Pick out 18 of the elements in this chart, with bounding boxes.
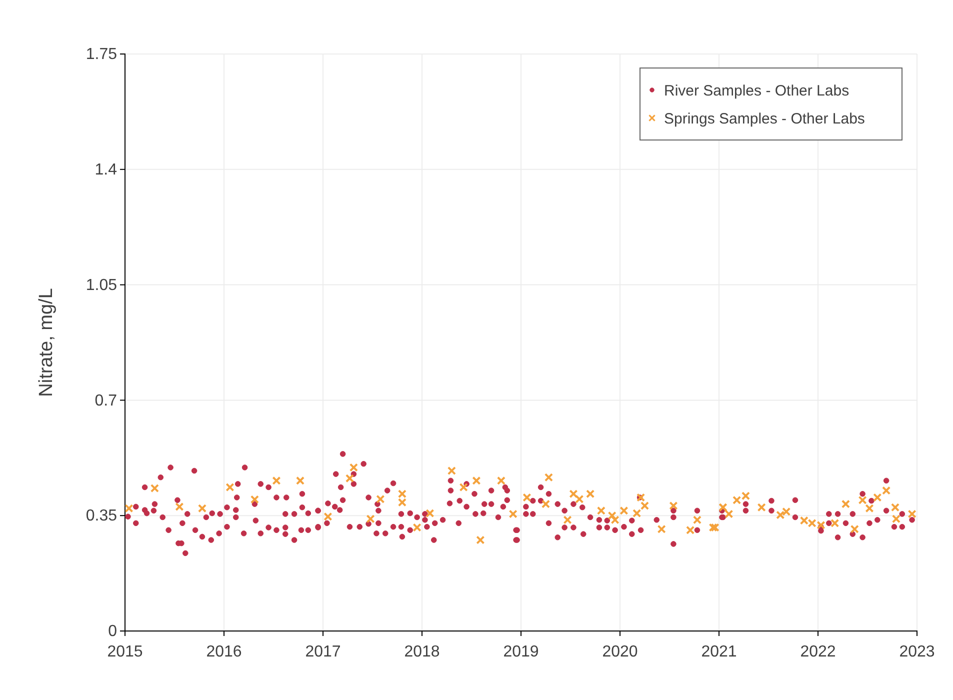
x-tick-label: 2016 xyxy=(206,644,242,661)
y-tick-label: 1.4 xyxy=(94,162,118,179)
x-tick-label: 2021 xyxy=(701,644,737,661)
x-tick-label: 2020 xyxy=(602,644,638,661)
x-tick-label: 2017 xyxy=(305,644,341,661)
x-tick-label: 2015 xyxy=(107,644,143,661)
y-axis-title: Nitrate, mg/L xyxy=(36,288,57,397)
x-tick-label: 2022 xyxy=(800,644,836,661)
legend-label: Springs Samples - Other Labs xyxy=(664,110,865,128)
y-tick-label: 0.7 xyxy=(94,392,118,410)
y-tick-label: 0.35 xyxy=(86,508,118,525)
x-tick-label: 2019 xyxy=(503,644,539,661)
legend-label: River Samples - Other Labs xyxy=(664,82,850,100)
x-tick-label: 2018 xyxy=(404,644,440,661)
y-tick-label: 0 xyxy=(108,623,118,640)
y-tick-label: 1.05 xyxy=(86,276,118,294)
y-tick-label: 1.75 xyxy=(86,46,118,64)
x-tick-label: 2023 xyxy=(899,644,935,661)
